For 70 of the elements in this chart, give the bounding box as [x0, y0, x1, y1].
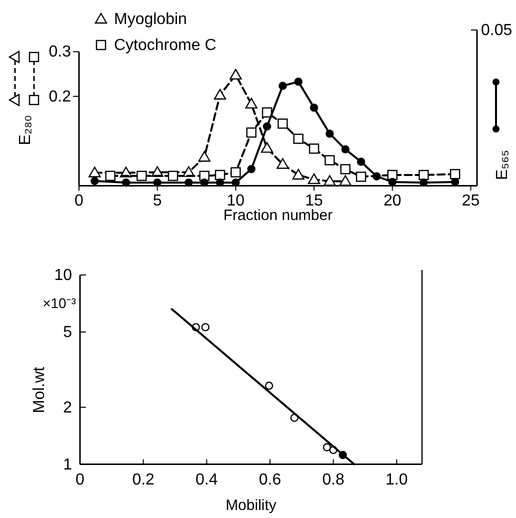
y-tick-label: 10 — [54, 267, 72, 284]
x-axis-title: Fraction number — [223, 207, 333, 224]
point — [420, 178, 428, 187]
point — [105, 170, 116, 181]
x-tick-label: 5 — [152, 192, 162, 210]
legend-label: Cytochrome C — [114, 37, 216, 54]
point — [308, 173, 320, 184]
x-tick-label: 1.0 — [386, 471, 408, 488]
point — [293, 134, 304, 144]
y-tick-label: 1 — [63, 456, 72, 474]
x-tick-label: 25 — [462, 192, 480, 210]
point — [278, 82, 287, 90]
point — [450, 168, 460, 180]
point — [292, 168, 304, 180]
point — [153, 178, 162, 187]
x-tick-label: 0 — [74, 192, 84, 210]
point — [372, 172, 381, 180]
point — [294, 78, 302, 86]
point — [198, 151, 210, 162]
x-tick-label: 0.8 — [322, 471, 345, 488]
legend-label: Myoglobin — [114, 11, 187, 28]
y-tick-label: 0.3 — [48, 44, 72, 61]
point — [216, 178, 224, 187]
point — [356, 172, 366, 182]
point — [245, 98, 258, 109]
point — [322, 443, 332, 452]
point — [246, 127, 256, 138]
point — [326, 130, 334, 138]
point — [340, 164, 350, 174]
point — [232, 178, 240, 187]
point — [418, 170, 429, 180]
x-axis-title: Mobility — [226, 497, 277, 514]
point — [184, 178, 193, 187]
x-tick-label: 15 — [305, 192, 324, 210]
x-tick-label: 10 — [226, 192, 245, 210]
x-tick-label: 20 — [383, 192, 402, 210]
point — [278, 118, 288, 129]
point — [310, 104, 318, 112]
point — [308, 144, 320, 154]
point — [214, 88, 226, 100]
point — [341, 145, 350, 154]
y-axis-title: E₅₆₅ — [494, 150, 511, 180]
point — [276, 158, 289, 169]
point — [90, 176, 99, 186]
point — [356, 158, 366, 166]
point — [168, 170, 178, 181]
text: 0.05 — [481, 22, 512, 39]
point — [230, 68, 242, 80]
y-tick-label: 0.2 — [48, 88, 72, 106]
point — [136, 170, 147, 181]
point — [247, 164, 256, 174]
point — [230, 167, 241, 178]
text: ×10⁻³ — [42, 295, 76, 311]
y-tick-label: 2 — [63, 399, 72, 416]
point — [264, 382, 274, 390]
y-tick-label: 5 — [63, 324, 72, 341]
point — [324, 155, 335, 166]
point — [122, 178, 130, 187]
x-tick-label: 0 — [76, 471, 85, 488]
point — [214, 170, 226, 180]
x-tick-label: 0.4 — [196, 471, 218, 488]
point — [200, 178, 208, 187]
point — [201, 323, 210, 332]
y-axis-title: E₂₈₀ — [17, 114, 34, 146]
point — [260, 142, 274, 153]
x-tick-label: 0.2 — [132, 471, 155, 488]
point — [262, 122, 272, 131]
point — [88, 166, 101, 178]
x-tick-label: 0.6 — [258, 471, 282, 488]
y-axis-title: Mol.wt — [31, 366, 48, 414]
